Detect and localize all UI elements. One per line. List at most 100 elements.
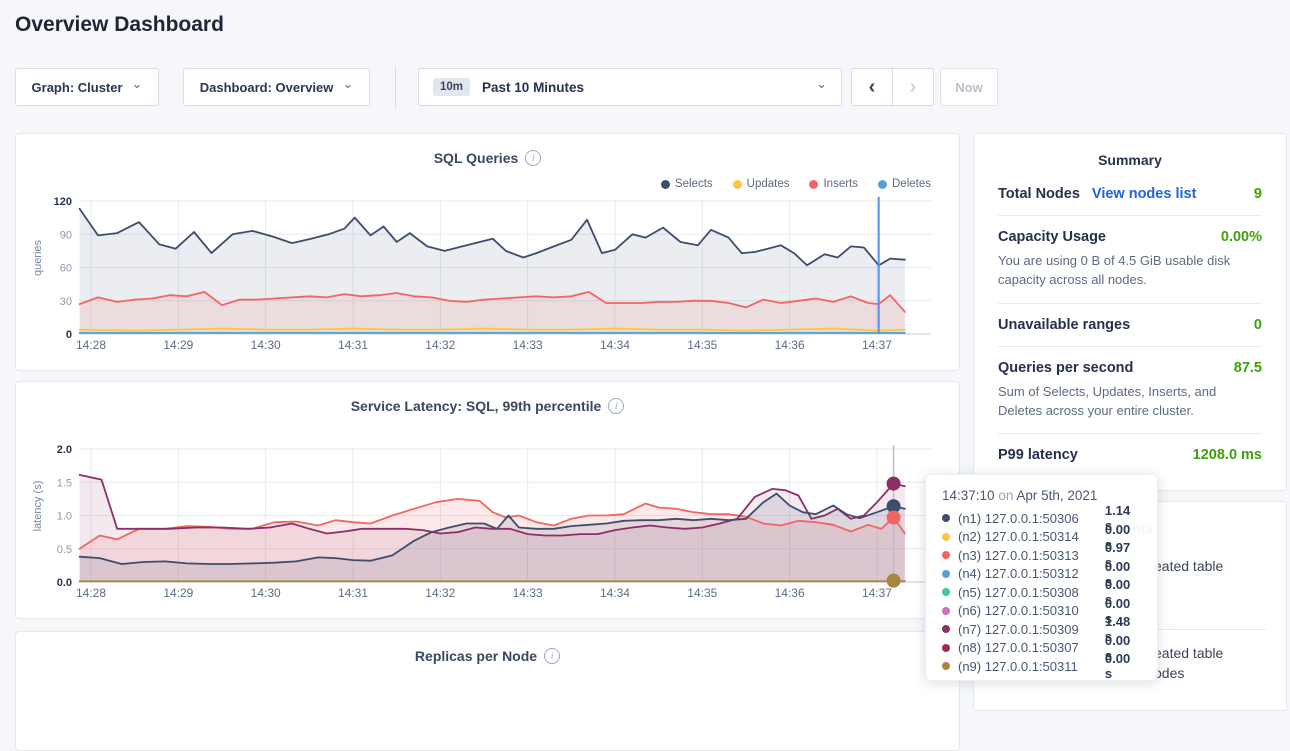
time-prev-button[interactable]: ‹ — [851, 68, 893, 106]
view-nodes-list-link[interactable]: View nodes list — [1091, 186, 1197, 202]
capacity-usage-value: 0.00% — [1220, 229, 1262, 245]
unavailable-ranges-value: 0 — [1253, 316, 1262, 333]
series-color-dot — [942, 625, 950, 634]
svg-text:14:34: 14:34 — [600, 586, 630, 600]
dashboard-dropdown[interactable]: Dashboard: Overview ⌄ — [183, 68, 370, 106]
tooltip-node-value: 0.00 s — [1104, 651, 1131, 682]
p99-latency-label: P99 latency — [998, 447, 1078, 464]
tooltip-node-value: 0.00 s — [1104, 558, 1131, 589]
summary-row-capacity: Capacity Usage 0.00% You are using 0 B o… — [998, 216, 1262, 304]
svg-text:14:30: 14:30 — [251, 586, 281, 600]
series-color-dot — [942, 551, 950, 560]
info-icon[interactable]: i — [525, 150, 542, 166]
tooltip-node-row: (n9) 127.0.0.1:50311 0.00 s — [942, 651, 1141, 681]
event-item-text: eated table — [1154, 645, 1224, 661]
tooltip-node-row: (n5) 127.0.0.1:50308 0.00 s — [942, 577, 1141, 607]
tooltip-node-name: (n5) 127.0.0.1:50308 — [958, 584, 1079, 600]
chevron-right-icon: › — [909, 75, 917, 98]
legend-item-updates[interactable]: Updates — [732, 178, 790, 190]
svg-text:90: 90 — [60, 229, 72, 241]
svg-text:14:28: 14:28 — [76, 338, 106, 352]
qps-label: Queries per second — [998, 359, 1134, 376]
chevron-down-icon: ⌄ — [816, 76, 827, 91]
info-icon[interactable]: i — [544, 648, 561, 664]
time-range-label: Past 10 Minutes — [482, 79, 585, 95]
tooltip-node-row: (n3) 127.0.0.1:50313 0.97 s — [942, 540, 1141, 570]
svg-text:14:31: 14:31 — [338, 586, 368, 600]
legend-item-inserts[interactable]: Inserts — [809, 178, 858, 190]
tooltip-node-value: 0.00 s — [1104, 595, 1131, 626]
service-latency-chart-title: Service Latency: SQL, 99th percentile — [350, 398, 602, 414]
graph-dropdown[interactable]: Graph: Cluster ⌄ — [15, 68, 159, 106]
svg-text:14:34: 14:34 — [600, 338, 630, 352]
series-color-dot — [942, 569, 950, 578]
legend-label: Deletes — [892, 178, 931, 190]
legend-label: Updates — [746, 178, 790, 190]
tooltip-node-value: 0.00 s — [1104, 521, 1131, 552]
legend-dot — [809, 179, 819, 189]
tooltip-node-name: (n1) 127.0.0.1:50306 — [958, 510, 1079, 526]
tooltip-node-name: (n6) 127.0.0.1:50310 — [958, 603, 1079, 619]
series-color-dot — [942, 532, 950, 541]
svg-text:14:33: 14:33 — [513, 586, 543, 600]
p99-latency-value: 1208.0 ms — [1192, 447, 1262, 464]
svg-text:14:35: 14:35 — [687, 586, 717, 600]
tooltip-node-row: (n1) 127.0.0.1:50306 1.14 s — [942, 503, 1141, 533]
svg-text:1.0: 1.0 — [57, 511, 72, 523]
chart-hover-tooltip: 14:37:10 on Apr 5th, 2021 (n1) 127.0.0.1… — [925, 474, 1158, 681]
time-next-button[interactable]: › — [892, 68, 934, 106]
tooltip-node-name: (n7) 127.0.0.1:50309 — [958, 621, 1079, 637]
unavailable-ranges-label: Unavailable ranges — [998, 316, 1131, 333]
series-color-dot — [942, 606, 950, 615]
event-item-text: odes — [1154, 665, 1185, 681]
qps-desc: Sum of Selects, Updates, Inserts, and De… — [998, 383, 1217, 418]
svg-text:14:28: 14:28 — [76, 586, 106, 600]
overview-dashboard-page: { "page": { "title": "Overview Dashboard… — [15, 13, 1287, 751]
svg-text:0.0: 0.0 — [57, 577, 72, 589]
sql-queries-chart-panel: SQL Queries i Selects Updates Inserts Delet… — [15, 133, 960, 371]
summary-row-p99: P99 latency 1208.0 ms — [998, 434, 1262, 476]
tooltip-node-row: (n6) 127.0.0.1:50310 0.00 s — [942, 596, 1141, 626]
svg-text:14:36: 14:36 — [775, 586, 805, 600]
tooltip-node-value: 0.00 s — [1104, 577, 1131, 608]
info-icon[interactable]: i — [608, 398, 625, 414]
time-now-button[interactable]: Now — [940, 68, 998, 106]
chevron-left-icon: ‹ — [868, 75, 876, 98]
summary-panel: Summary Total Nodes View nodes list 9 Ca… — [973, 133, 1287, 491]
time-range-picker[interactable]: 10m Past 10 Minutes ⌄ — [418, 68, 842, 106]
svg-text:14:29: 14:29 — [163, 586, 193, 600]
tooltip-node-name: (n4) 127.0.0.1:50312 — [958, 566, 1079, 582]
svg-text:14:37: 14:37 — [862, 338, 892, 352]
legend-item-selects[interactable]: Selects — [660, 178, 713, 190]
svg-text:14:33: 14:33 — [513, 338, 543, 352]
tooltip-node-value: 0.00 s — [1104, 632, 1131, 663]
tooltip-node-name: (n2) 127.0.0.1:50314 — [958, 529, 1079, 545]
total-nodes-label: Total Nodes — [998, 186, 1080, 202]
legend-dot — [878, 179, 887, 189]
sql-queries-legend: Selects Updates Inserts Deletes — [660, 178, 931, 190]
tooltip-node-name: (n9) 127.0.0.1:50311 — [958, 658, 1078, 674]
time-range-badge: 10m — [433, 78, 471, 96]
svg-text:14:35: 14:35 — [687, 338, 717, 352]
svg-text:14:31: 14:31 — [338, 338, 368, 352]
summary-row-unavailable: Unavailable ranges 0 — [998, 304, 1262, 347]
svg-text:14:32: 14:32 — [425, 338, 455, 352]
series-color-dot — [942, 588, 950, 597]
sql-queries-chart-area[interactable]: 14:28 14:29 14:30 14:31 14:32 14:33 14:34 14:35… — [16, 189, 959, 361]
svg-text:2.0: 2.0 — [57, 444, 72, 456]
svg-text:60: 60 — [60, 263, 72, 275]
legend-dot — [660, 179, 670, 189]
legend-dot — [732, 179, 742, 189]
sql-queries-chart-title: SQL Queries — [433, 150, 519, 166]
summary-row-qps: Queries per second 87.5 Sum of Selects, … — [998, 347, 1262, 435]
tooltip-node-row: (n4) 127.0.0.1:50312 0.00 s — [942, 559, 1141, 589]
qps-value: 87.5 — [1233, 359, 1262, 376]
series-color-dot — [942, 514, 950, 523]
legend-item-deletes[interactable]: Deletes — [878, 178, 931, 190]
service-latency-chart-panel: Service Latency: SQL, 99th percentile i … — [15, 381, 960, 619]
service-latency-chart-area[interactable]: 14:28 14:29 14:30 14:31 14:32 14:33 14:34 14:35… — [16, 437, 959, 609]
tooltip-node-row: (n2) 127.0.0.1:50314 0.00 s — [942, 522, 1141, 552]
svg-text:0: 0 — [66, 329, 72, 341]
dashboard-dropdown-label: Dashboard: Overview — [199, 79, 334, 95]
capacity-usage-label: Capacity Usage — [998, 229, 1106, 245]
